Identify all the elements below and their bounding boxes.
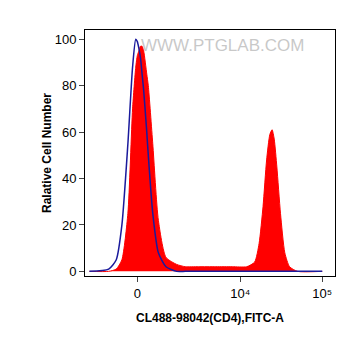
- svg-text:80: 80: [62, 78, 76, 93]
- svg-text:10⁴: 10⁴: [230, 286, 250, 301]
- svg-text:10⁵: 10⁵: [312, 286, 332, 301]
- svg-text:0: 0: [69, 264, 76, 279]
- svg-text:CL488-98042(CD4),FITC-A: CL488-98042(CD4),FITC-A: [136, 311, 284, 325]
- svg-text:100: 100: [55, 32, 77, 47]
- svg-text:Ralative Cell Number: Ralative Cell Number: [40, 93, 54, 213]
- svg-text:0: 0: [134, 286, 141, 301]
- svg-text:20: 20: [62, 217, 76, 232]
- svg-text:60: 60: [62, 125, 76, 140]
- svg-text:WWW.PTGLAB.COM: WWW.PTGLAB.COM: [141, 36, 304, 55]
- svg-text:40: 40: [62, 171, 76, 186]
